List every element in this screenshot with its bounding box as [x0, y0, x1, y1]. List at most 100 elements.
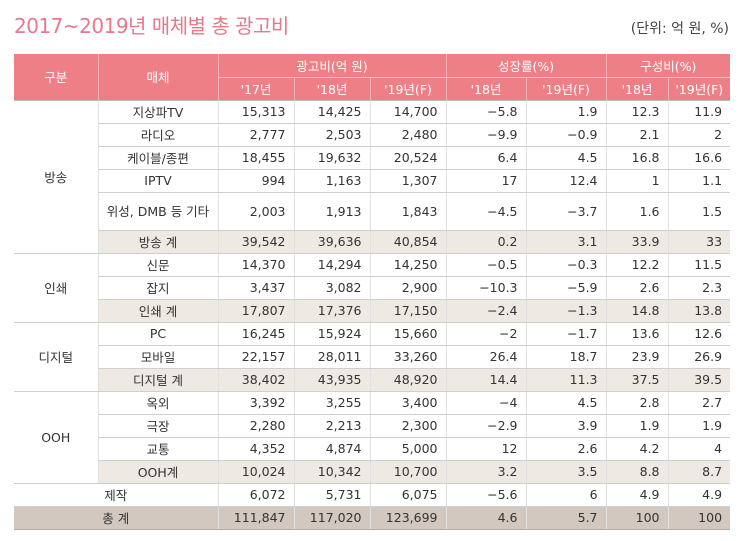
cell-adspend-2017: 17,807 [217, 299, 294, 323]
cell-adspend-2019f: 14,250 [369, 253, 446, 277]
cell-adspend-2017: 6,072 [217, 483, 294, 507]
group-label: 방송 [14, 99, 98, 254]
cell-growth-2018: 14.4 [445, 368, 526, 392]
table-row: 인쇄 신문 14,370 14,294 14,250 −0.5 −0.3 12.2 11.5 [14, 253, 731, 323]
cell-adspend-2019f: 6,075 [369, 483, 446, 507]
cell-share-2019f: 4 [667, 437, 731, 461]
table-row: 디지털 계 38,402 43,935 48,920 14.4 11.3 37.5 39.5 [14, 368, 731, 392]
cell-share-2019f: 1.1 [667, 169, 731, 193]
cell-growth-2018: −10.3 [445, 276, 526, 300]
cell-share-2018: 23.9 [605, 345, 669, 369]
header-adspend-2017: '17년 [217, 77, 294, 100]
header-adspend-2018: '18년 [293, 77, 370, 100]
media-name: 위성, DMB 등 기타 [97, 192, 218, 231]
media-name: 모바일 [97, 345, 218, 369]
cell-growth-2019f: −3.7 [525, 192, 607, 231]
media-name: 케이블/종편 [97, 146, 218, 170]
cell-growth-2019f: 3.5 [525, 460, 607, 484]
table-row: 모바일 22,157 28,011 33,260 26.4 18.7 23.9 26.9 [14, 345, 731, 369]
cell-adspend-2018: 1,163 [293, 169, 370, 193]
table-row: 케이블/종편 18,455 19,632 20,524 6.4 4.5 16.8 16.6 [14, 146, 731, 170]
cell-adspend-2019f: 1,307 [369, 169, 446, 193]
cell-growth-2019f: 4.5 [525, 146, 607, 170]
header-share-2019f: '19년(F) [667, 77, 731, 100]
subtotal-label: 디지털 계 [97, 368, 218, 392]
cell-growth-2018: 26.4 [445, 345, 526, 369]
cell-adspend-2019f: 33,260 [369, 345, 446, 369]
ad-spend-table: 구분 매체 광고비(억 원) 성장률(%) 구성비(%) '17년 '18년 '… [14, 54, 731, 530]
cell-share-2019f: 2.3 [667, 276, 731, 300]
group-label: 디지털 [14, 322, 98, 392]
cell-adspend-2018: 17,376 [293, 299, 370, 323]
cell-share-2018: 1.6 [605, 192, 669, 231]
cell-adspend-2019f: 15,660 [369, 322, 446, 346]
cell-share-2018: 13.6 [605, 322, 669, 346]
header-share-2018: '18년 [605, 77, 669, 100]
cell-adspend-2017: 15,313 [217, 99, 294, 124]
cell-growth-2019f: 1.9 [525, 99, 607, 124]
media-name: 극장 [97, 414, 218, 438]
cell-share-2018: 8.8 [605, 460, 669, 484]
subtotal-label: OOH계 [97, 460, 218, 484]
header-adspend: 광고비(억 원) [217, 54, 446, 78]
cell-share-2019f: 26.9 [667, 345, 731, 369]
table-row: 라디오 2,777 2,503 2,480 −9.9 −0.9 2.1 2 [14, 123, 731, 147]
cell-growth-2018: −9.9 [445, 123, 526, 147]
media-name: 옥외 [97, 391, 218, 415]
cell-adspend-2019f: 5,000 [369, 437, 446, 461]
cell-share-2019f: 8.7 [667, 460, 731, 484]
cell-growth-2018: 3.2 [445, 460, 526, 484]
table-row: 방송 지상파TV 15,313 14,425 14,700 −5.8 1.9 12.3 11.9 [14, 99, 731, 254]
cell-share-2019f: 2.7 [667, 391, 731, 415]
cell-share-2018: 2.8 [605, 391, 669, 415]
cell-adspend-2017: 16,245 [217, 322, 294, 346]
cell-adspend-2017: 4,352 [217, 437, 294, 461]
cell-adspend-2018: 14,425 [293, 99, 370, 124]
table-row: OOH계 10,024 10,342 10,700 3.2 3.5 8.8 8.7 [14, 460, 731, 484]
cell-share-2019f: 13.8 [667, 299, 731, 323]
cell-adspend-2019f: 2,480 [369, 123, 446, 147]
page-title: 2017~2019년 매체별 총 광고비 [14, 14, 289, 38]
production-label: 제작 [14, 483, 218, 507]
cell-adspend-2018: 2,503 [293, 123, 370, 147]
table-row: 교통 4,352 4,874 5,000 12 2.6 4.2 4 [14, 437, 731, 461]
cell-adspend-2018: 19,632 [293, 146, 370, 170]
cell-growth-2019f: 2.6 [525, 437, 607, 461]
cell-share-2018: 100 [605, 506, 669, 530]
subtotal-label: 인쇄 계 [97, 299, 218, 323]
media-name: 신문 [97, 253, 218, 277]
cell-growth-2019f: −1.7 [525, 322, 607, 346]
cell-adspend-2019f: 2,900 [369, 276, 446, 300]
header-growth: 성장률(%) [445, 54, 607, 78]
production-row: 제작 6,072 5,731 6,075 −5.6 6 4.9 4.9 [14, 483, 731, 507]
header-adspend-2019f: '19년(F) [369, 77, 446, 100]
cell-adspend-2018: 43,935 [293, 368, 370, 392]
table-row: 극장 2,280 2,213 2,300 −2.9 3.9 1.9 1.9 [14, 414, 731, 438]
media-name: IPTV [97, 169, 218, 193]
cell-share-2019f: 16.6 [667, 146, 731, 170]
cell-growth-2018: 17 [445, 169, 526, 193]
cell-adspend-2019f: 14,700 [369, 99, 446, 124]
cell-growth-2018: 12 [445, 437, 526, 461]
cell-growth-2018: 4.6 [445, 506, 526, 530]
group-label: 인쇄 [14, 253, 98, 323]
cell-growth-2018: 0.2 [445, 230, 526, 254]
cell-adspend-2019f: 123,699 [369, 506, 446, 530]
cell-share-2018: 37.5 [605, 368, 669, 392]
table-row: 위성, DMB 등 기타 2,003 1,913 1,843 −4.5 −3.7 1.6 1.… [14, 192, 731, 231]
cell-adspend-2019f: 2,300 [369, 414, 446, 438]
table-row: 인쇄 계 17,807 17,376 17,150 −2.4 −1.3 14.8 13.8 [14, 299, 731, 323]
cell-share-2019f: 11.9 [667, 99, 731, 124]
cell-adspend-2019f: 3,400 [369, 391, 446, 415]
subtotal-label: 방송 계 [97, 230, 218, 254]
cell-adspend-2017: 2,003 [217, 192, 294, 231]
header-growth-2018: '18년 [445, 77, 526, 100]
cell-adspend-2019f: 10,700 [369, 460, 446, 484]
cell-share-2018: 16.8 [605, 146, 669, 170]
header-growth-2019f: '19년(F) [525, 77, 607, 100]
media-name: 교통 [97, 437, 218, 461]
cell-growth-2019f: 3.9 [525, 414, 607, 438]
cell-adspend-2019f: 40,854 [369, 230, 446, 254]
cell-share-2019f: 100 [667, 506, 731, 530]
cell-share-2018: 4.2 [605, 437, 669, 461]
